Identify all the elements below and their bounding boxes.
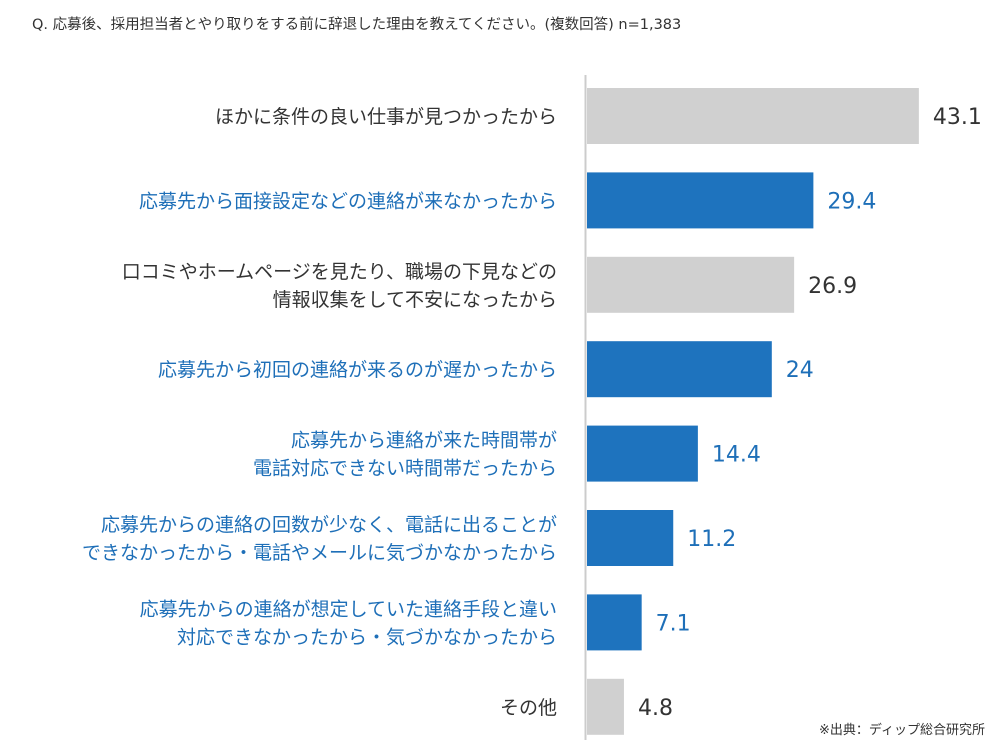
bar (587, 510, 674, 566)
category-label: 応募先から連絡が来た時間帯が (291, 430, 557, 452)
value-label: 14.4 (712, 443, 761, 468)
category-label: ほかに条件の良い仕事が見つかったから (215, 106, 557, 128)
category-label: 対応できなかったから・気づかなかったから (177, 626, 557, 648)
category-label: 口コミやホームページを見たり、職場の下見などの (122, 261, 557, 283)
category-label: 応募先からの連絡の回数が少なく、電話に出ることが (101, 514, 557, 536)
bar (587, 678, 624, 735)
source-note: ※出典：ディップ総合研究所 (819, 722, 985, 738)
bar (587, 594, 642, 651)
category-label: 情報収集をして不安になったから (273, 289, 557, 311)
value-label: 29.4 (827, 189, 876, 214)
category-label: 応募先から面接設定などの連絡が来なかったから (139, 190, 557, 212)
bar (587, 341, 772, 398)
value-label: 43.1 (933, 105, 982, 130)
value-label: 4.8 (638, 696, 673, 721)
value-label: 11.2 (687, 527, 736, 552)
value-label: 24 (786, 358, 814, 383)
category-label: 電話対応できない時間帯だったから (253, 458, 557, 480)
bar (587, 88, 919, 144)
category-label: できなかったから・電話やメールに気づかなかったから (82, 542, 557, 564)
chart-title: Q. 応募後、採用担当者とやり取りをする前に辞退した理由を教えてください。(複数… (32, 16, 681, 33)
category-label: 応募先から初回の連絡が来るのが遅かったから (158, 359, 557, 381)
category-label: その他 (500, 697, 557, 719)
bar (587, 425, 698, 482)
bar (587, 172, 814, 229)
category-label: 応募先からの連絡が想定していた連絡手段と違い (140, 598, 557, 620)
bar (587, 256, 795, 313)
value-label: 26.9 (808, 274, 857, 299)
value-label: 7.1 (656, 611, 691, 636)
